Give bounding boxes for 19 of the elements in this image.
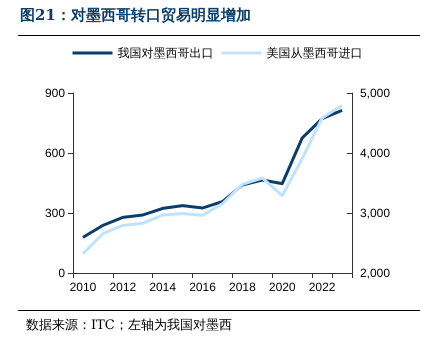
y-tick-label: 300	[44, 206, 66, 220]
y2-tick-label: 5,000	[360, 86, 390, 100]
legend-label: 我国对墨西哥出口	[118, 46, 214, 60]
y2-tick-label: 3,000	[360, 206, 390, 220]
chart-title: 图21：对墨西哥转口贸易明显增加	[20, 6, 251, 25]
source-note: 数据来源：ITC；左轴为我国对墨西	[26, 317, 232, 334]
legend-label: 美国从墨西哥进口	[266, 46, 362, 60]
y-tick-label: 0	[58, 266, 66, 280]
y-tick-label: 900	[44, 86, 66, 100]
x-tick-label: 2016	[189, 280, 216, 294]
x-tick-label: 2022	[308, 280, 336, 294]
x-tick-label: 2014	[149, 280, 176, 294]
x-tick-label: 2018	[229, 280, 256, 294]
x-tick-label: 2010	[70, 280, 97, 294]
y2-tick-label: 4,000	[360, 146, 390, 160]
y-tick-label: 600	[44, 146, 66, 160]
x-tick-label: 2020	[268, 280, 296, 294]
x-tick-label: 2012	[109, 280, 136, 294]
y2-tick-label: 2,000	[360, 266, 390, 280]
